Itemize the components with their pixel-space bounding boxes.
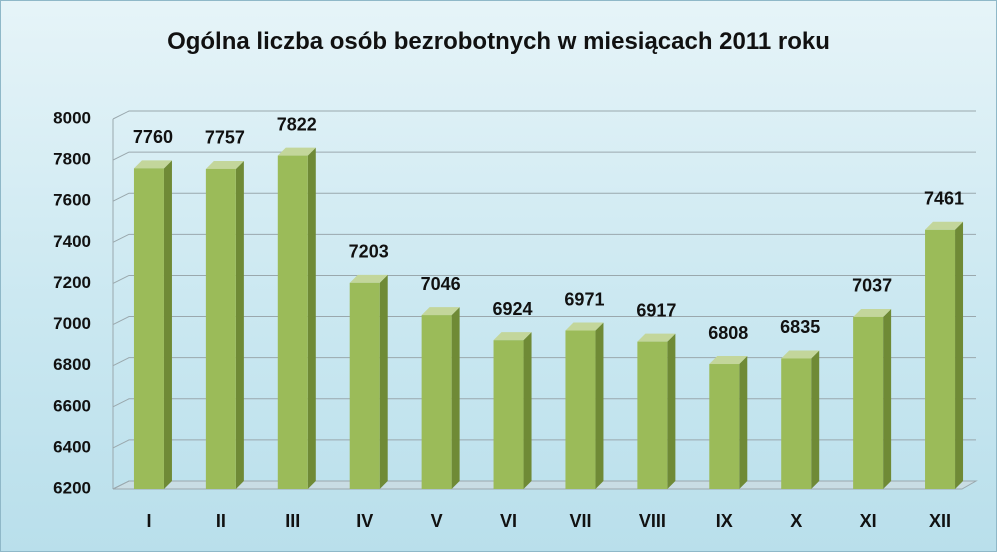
bar-front [133, 168, 164, 490]
bar-top [709, 356, 748, 365]
x-tick-label: IV [356, 511, 373, 531]
bar-top [853, 308, 892, 317]
bar-front [709, 364, 740, 489]
y-tick-label: 7400 [53, 232, 91, 251]
bar [637, 333, 676, 489]
bar-front [205, 168, 236, 489]
bar-side [595, 322, 604, 489]
x-tick-label: V [431, 511, 443, 531]
x-tick-label: XI [860, 511, 877, 531]
value-label: 7822 [277, 114, 317, 134]
y-tick-label: 6200 [53, 478, 91, 497]
bar [493, 332, 532, 489]
bar [421, 307, 460, 489]
grid-line [112, 398, 976, 408]
grid-line [112, 274, 976, 284]
bar [709, 356, 748, 489]
bar-front [277, 155, 308, 490]
bar-top [349, 274, 388, 283]
bar [277, 147, 316, 490]
x-tick-label: VII [569, 511, 591, 531]
value-label: 6917 [636, 300, 676, 320]
y-tick-label: 7000 [53, 314, 91, 333]
value-label: 6835 [780, 317, 820, 337]
bar [133, 160, 172, 490]
bar-side [667, 333, 676, 489]
bar-front [853, 316, 884, 489]
bar-side [523, 332, 532, 489]
bar [781, 350, 820, 489]
x-tick-label: VI [500, 511, 517, 531]
value-label: 7760 [133, 127, 173, 147]
bar-top [277, 147, 316, 156]
bar-front [925, 229, 956, 490]
y-tick-label: 6400 [53, 437, 91, 456]
grid-line [112, 357, 976, 367]
grid-line [112, 192, 976, 202]
bar-front [421, 315, 452, 489]
grid-line [112, 480, 976, 490]
bar-side [955, 221, 964, 490]
bar-side [379, 274, 388, 489]
bar-front [781, 358, 812, 489]
grid-line [112, 233, 976, 243]
bar-top [133, 160, 172, 169]
chart-title: Ogólna liczba osób bezrobotnych w miesią… [167, 28, 830, 55]
value-label: 7046 [421, 274, 461, 294]
bar-side [235, 160, 244, 489]
grid-line [112, 110, 976, 120]
y-tick-label: 7600 [53, 191, 91, 210]
value-label: 7037 [852, 276, 892, 296]
bar-front [349, 282, 380, 489]
x-tick-label: III [285, 511, 300, 531]
x-tick-label: I [146, 511, 151, 531]
bar-top [637, 333, 676, 342]
bar-top [781, 350, 820, 359]
bar-front [493, 340, 524, 489]
value-label: 6808 [708, 323, 748, 343]
bar [925, 221, 964, 490]
bar-front [637, 341, 668, 489]
bar [349, 274, 388, 489]
value-label: 7757 [205, 128, 245, 148]
bar [565, 322, 604, 489]
bar-side [739, 356, 748, 489]
bar-top [925, 221, 964, 230]
bar-top [565, 322, 604, 331]
grid-line [112, 316, 976, 326]
bar [853, 308, 892, 489]
value-label: 6924 [493, 299, 533, 319]
y-tick-label: 7800 [53, 150, 91, 169]
bar-top [205, 160, 244, 169]
x-tick-label: VIII [639, 511, 666, 531]
x-tick-label: XII [929, 511, 951, 531]
x-tick-label: IX [716, 511, 733, 531]
x-tick-label: II [216, 511, 226, 531]
value-label: 7203 [349, 242, 389, 262]
bar-side [307, 147, 316, 490]
bar-side [883, 308, 892, 489]
grid-line [112, 151, 976, 161]
bar-side [163, 160, 172, 490]
value-label: 7461 [924, 189, 964, 209]
bar-top [493, 332, 532, 341]
bar-side [451, 307, 460, 489]
y-tick-label: 8000 [53, 108, 91, 127]
y-tick-label: 6600 [53, 396, 91, 415]
y-tick-label: 7200 [53, 273, 91, 292]
value-label: 6971 [564, 289, 604, 309]
bar-front [565, 330, 596, 489]
x-tick-label: X [790, 511, 802, 531]
bar-side [811, 350, 820, 489]
bar-top [421, 307, 460, 316]
bar [205, 160, 244, 489]
y-tick-label: 6800 [53, 355, 91, 374]
grid-line [112, 439, 976, 449]
